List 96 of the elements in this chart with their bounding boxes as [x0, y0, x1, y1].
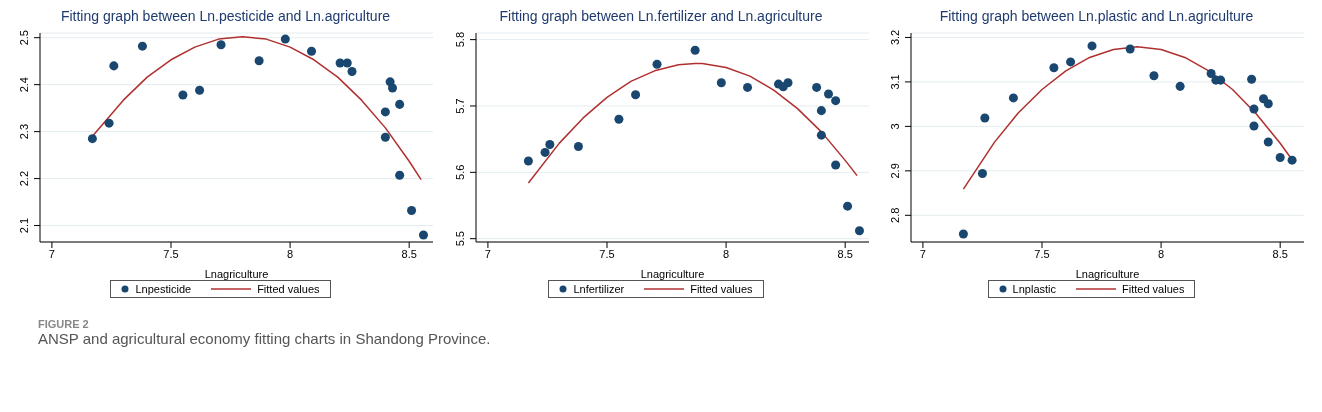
point	[1263, 99, 1273, 109]
point	[811, 82, 821, 92]
point	[523, 156, 533, 166]
x-tick-label: 7	[919, 247, 926, 260]
point	[1249, 121, 1259, 131]
point	[830, 160, 840, 170]
point	[1008, 93, 1018, 103]
y-tick-label: 2.3	[18, 123, 30, 140]
legend-label: Fitted values	[1121, 283, 1185, 295]
y-tick-label: 3.1	[889, 74, 901, 90]
y-tick-label: 2.2	[18, 170, 30, 187]
point	[87, 134, 97, 144]
y-tick-label: 2.8	[889, 207, 901, 223]
point	[613, 114, 623, 124]
x-tick-label: 8	[722, 247, 729, 260]
y-tick-label: 3	[889, 123, 901, 130]
point	[418, 230, 428, 240]
x-axis-title: Lnagriculture	[1075, 268, 1140, 280]
chart-title: Fitting graph between Ln.pesticide and Ln.agriculture	[59, 8, 392, 26]
point	[980, 113, 990, 123]
x-tick-label: 7.5	[1034, 247, 1050, 260]
point	[347, 67, 357, 77]
point	[1249, 104, 1259, 114]
y-tick-label: 5.5	[453, 231, 466, 247]
point	[977, 169, 987, 179]
text: ANSP and agricultural economy fitting charts in Shandong Province.	[38, 330, 492, 347]
y-tick-label: 2.9	[889, 163, 901, 179]
x-tick-label: 8.5	[401, 247, 417, 260]
point	[742, 82, 752, 92]
y-tick-label: 5.7	[453, 98, 466, 114]
legend-label: Fitted values	[689, 283, 753, 295]
x-axis-title: Lnagriculture	[204, 268, 269, 280]
x-tick-label: 7.5	[163, 247, 179, 260]
point	[823, 89, 833, 99]
point	[342, 58, 352, 68]
point	[630, 90, 640, 100]
point	[540, 147, 550, 157]
point	[1049, 63, 1059, 73]
point	[109, 61, 119, 71]
point	[254, 56, 264, 66]
chart-title: Fitting graph between Ln.plastic and Ln.agriculture	[938, 8, 1255, 26]
point	[137, 41, 147, 51]
y-tick-label: 2.1	[18, 217, 30, 234]
legend-label: Lnpesticide	[134, 283, 192, 295]
caption: FIGURE 2	[38, 318, 90, 330]
legend-label: Lnplastic	[1011, 283, 1057, 295]
point	[1175, 81, 1185, 91]
legend-label: Fitted values	[256, 283, 320, 295]
point	[1087, 41, 1097, 51]
x-tick-label: 8	[1158, 247, 1165, 260]
y-tick-label: 5.6	[453, 164, 466, 180]
point	[216, 40, 226, 50]
point	[1206, 68, 1216, 78]
point	[307, 46, 317, 56]
y-tick-label: 3.2	[889, 29, 901, 46]
point	[1125, 44, 1135, 54]
point	[783, 78, 793, 88]
x-tick-label: 7	[48, 247, 55, 260]
point	[816, 106, 826, 116]
point	[380, 132, 390, 142]
point	[395, 170, 405, 180]
point	[1287, 155, 1297, 165]
x-tick-label: 8.5	[1272, 247, 1288, 260]
point	[544, 139, 554, 149]
point	[842, 201, 852, 211]
point	[716, 78, 726, 88]
chart-title: Fitting graph between Ln.fertilizer and Ln.agriculture	[498, 8, 824, 26]
point	[1247, 74, 1257, 84]
point	[380, 107, 390, 117]
point	[690, 45, 700, 55]
point	[830, 96, 840, 106]
point	[280, 34, 290, 44]
point	[178, 90, 188, 100]
point	[104, 118, 114, 128]
y-tick-label: 2.4	[18, 77, 30, 93]
point	[854, 226, 864, 236]
y-tick-label: 5.8	[453, 31, 466, 48]
point	[1275, 153, 1285, 163]
x-axis-title: Lnagriculture	[640, 268, 704, 280]
x-tick-label: 8.5	[837, 247, 853, 260]
y-tick-label: 2.5	[18, 30, 30, 46]
point	[1066, 57, 1076, 67]
point	[1263, 137, 1273, 147]
x-tick-label: 7	[484, 247, 491, 260]
x-tick-label: 7.5	[598, 247, 615, 260]
legend-label: Lnfertilizer	[572, 283, 625, 295]
point	[395, 99, 405, 109]
point	[652, 59, 662, 69]
point	[1149, 71, 1159, 81]
point	[958, 229, 968, 239]
point	[816, 130, 826, 140]
x-tick-label: 8	[287, 247, 294, 260]
point	[573, 141, 583, 151]
point	[388, 83, 398, 93]
point	[407, 206, 417, 216]
point	[195, 85, 205, 95]
